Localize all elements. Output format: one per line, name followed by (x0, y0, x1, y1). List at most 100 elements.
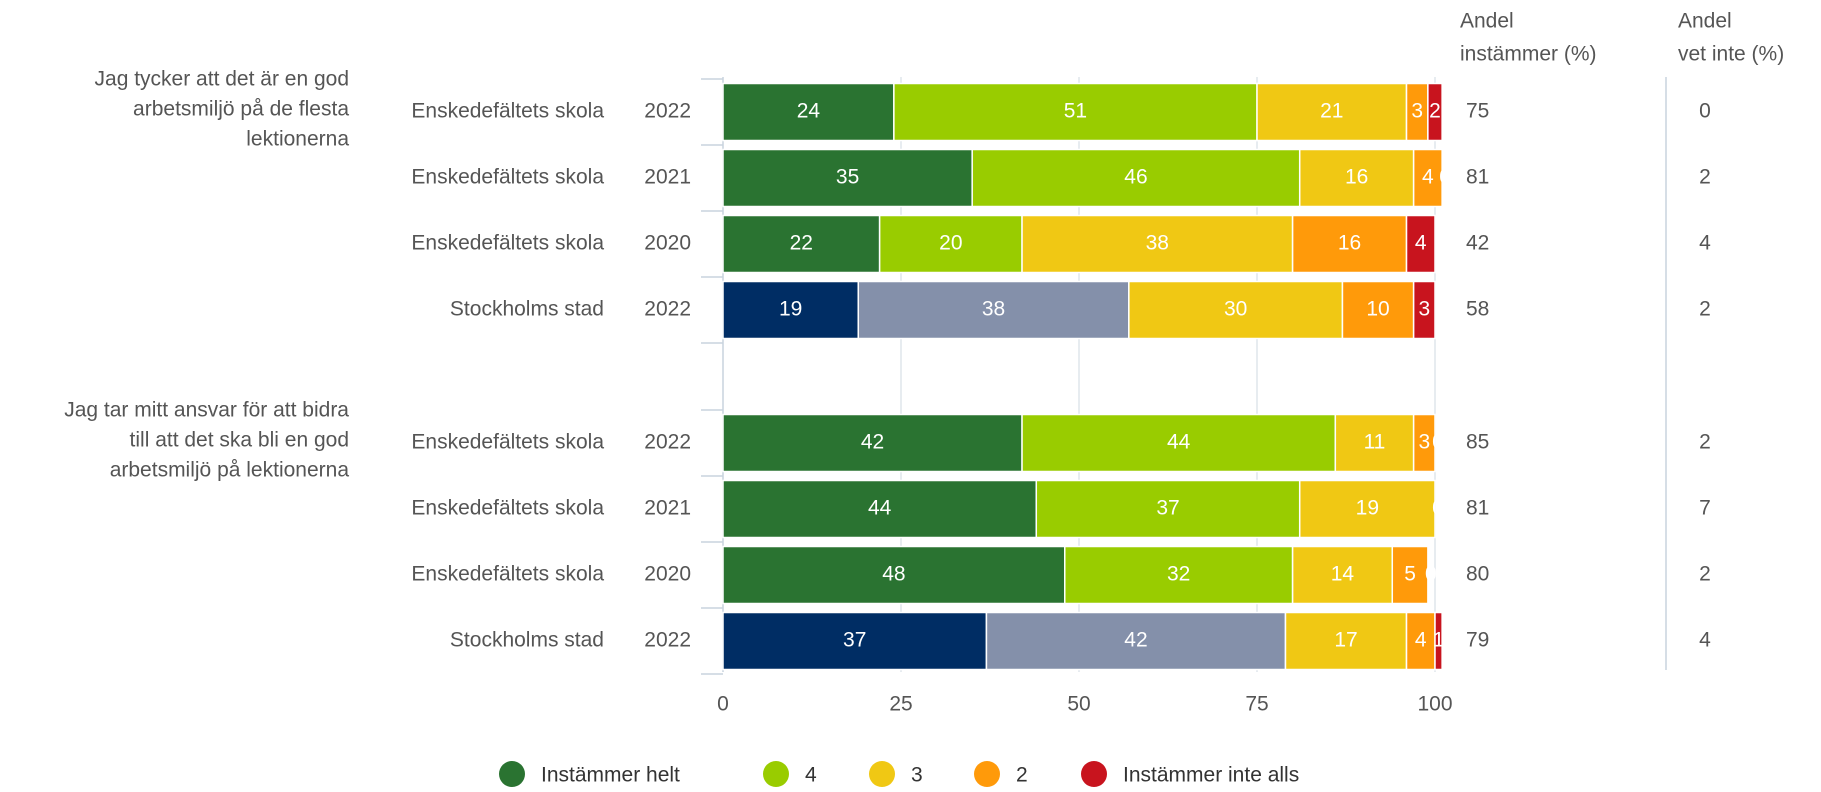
row-year-label: 2020 (644, 232, 691, 255)
row-school-label: Enskedefältets skola (411, 232, 604, 255)
row-year-label: 2021 (644, 166, 691, 189)
bar-segment-g1-r0-s3 (1412, 413, 1436, 473)
share-dont-know-value: 2 (1699, 298, 1711, 321)
bar-value-label: 14 (1331, 563, 1355, 586)
share-agree-value: 75 (1466, 100, 1489, 123)
bar-segment-g0-r3-s1 (857, 280, 1130, 340)
bar-segment-g1-r1-s0 (722, 479, 1038, 539)
question-1-line-2: arbetsmiljö på lektionerna (110, 459, 350, 482)
row-school-label: Stockholms stad (450, 629, 604, 652)
bar-segment-g0-r3-s3 (1341, 280, 1415, 340)
bar-segment-g0-r2-s2 (1021, 214, 1294, 274)
bar-segment-g1-r3-s2 (1284, 611, 1408, 671)
share-agree-value: 79 (1466, 629, 1489, 652)
legend-label-2: 3 (911, 764, 923, 787)
bar-value-label: 4 (1415, 629, 1427, 652)
bar-segment-g0-r2-s4 (1405, 214, 1436, 274)
legend-swatch-2 (869, 761, 895, 787)
header-andel-vet-inte-line2: vet inte (%) (1678, 43, 1784, 66)
bar-segment-g1-r2-s3 (1391, 545, 1429, 605)
bar-segment-g1-r2-s1 (1064, 545, 1294, 605)
bar-value-label: 44 (1167, 431, 1191, 454)
bar-segment-g0-r0-s0 (722, 82, 895, 142)
bar-segment-g0-r2-s3 (1291, 214, 1408, 274)
legend-label-0: Instämmer helt (541, 764, 680, 787)
question-0-line-0: Jag tycker att det är en god (95, 68, 349, 91)
row-school-label: Enskedefältets skola (411, 166, 604, 189)
bar-value-label: 42 (861, 431, 884, 454)
bar-value-label: 24 (797, 100, 821, 123)
row-year-label: 2022 (644, 629, 691, 652)
x-tick-label-4: 100 (1417, 693, 1452, 716)
share-agree-value: 81 (1466, 497, 1489, 520)
bar-value-label: 4 (1422, 166, 1434, 189)
bar-value-label: 0 (1432, 431, 1444, 454)
share-dont-know-value: 2 (1699, 431, 1711, 454)
bar-segment-g0-r2-s1 (878, 214, 1023, 274)
bar-segment-g1-r3-s4 (1434, 611, 1443, 671)
bar-value-label: 3 (1418, 431, 1430, 454)
bar-value-label: 5 (1404, 563, 1416, 586)
legend-label-4: Instämmer inte alls (1123, 764, 1299, 787)
bar-value-label: 38 (1146, 232, 1169, 255)
legend-label-3: 2 (1016, 764, 1028, 787)
x-tick-label-0: 0 (717, 693, 729, 716)
bar-segment-g1-r3-s0 (722, 611, 988, 671)
bar-value-label: 3 (1411, 100, 1423, 123)
question-1-line-0: Jag tar mitt ansvar för att bidra (64, 399, 349, 422)
row-year-label: 2022 (644, 100, 691, 123)
share-dont-know-value: 4 (1699, 629, 1711, 652)
row-year-label: 2022 (644, 431, 691, 454)
legend-swatch-3 (974, 761, 1000, 787)
bar-value-label: 37 (843, 629, 866, 652)
header-andel-vet-inte-line1: Andel (1678, 10, 1732, 33)
bar-value-label: 46 (1124, 166, 1147, 189)
legend-swatch-0 (499, 761, 525, 787)
row-school-label: Enskedefältets skola (411, 563, 604, 586)
bar-segment-g1-r0-s0 (722, 413, 1023, 473)
bar-segment-g0-r2-s0 (722, 214, 881, 274)
bar-value-label: 20 (939, 232, 962, 255)
share-agree-value: 58 (1466, 298, 1489, 321)
bar-value-label: 21 (1320, 100, 1343, 123)
share-dont-know-value: 2 (1699, 563, 1711, 586)
bar-value-label: 51 (1064, 100, 1087, 123)
bar-value-label: 44 (868, 497, 892, 520)
bar-value-label: 0 (1439, 166, 1451, 189)
share-agree-value: 80 (1466, 563, 1489, 586)
bar-value-label: 30 (1224, 298, 1247, 321)
question-0-line-2: lektionerna (246, 128, 349, 151)
share-agree-value: 81 (1466, 166, 1489, 189)
bar-value-label: 35 (836, 166, 859, 189)
bar-value-label: 19 (1356, 497, 1379, 520)
row-year-label: 2020 (644, 563, 691, 586)
bar-segment-g1-r1-s2 (1298, 479, 1436, 539)
bar-segment-g1-r0-s2 (1334, 413, 1415, 473)
question-0-line-1: arbetsmiljö på de flesta (133, 98, 349, 121)
axis-layer: 0 25 50 75 100 (701, 77, 1453, 716)
bar-value-label: 48 (882, 563, 905, 586)
row-school-label: Enskedefältets skola (411, 431, 604, 454)
share-dont-know-value: 7 (1699, 497, 1711, 520)
bar-value-label: 38 (982, 298, 1005, 321)
legend-swatch-1 (763, 761, 789, 787)
bar-value-label: 16 (1345, 166, 1368, 189)
bar-segment-g0-r0-s2 (1256, 82, 1408, 142)
labels-layer: Jag tycker att det är en god arbetsmiljö … (64, 68, 1451, 652)
row-school-label: Enskedefältets skola (411, 100, 604, 123)
x-tick-label-2: 50 (1067, 693, 1090, 716)
share-dont-know-value: 2 (1699, 166, 1711, 189)
bar-value-label: 19 (779, 298, 802, 321)
bar-segment-g0-r0-s4 (1427, 82, 1443, 142)
x-tick-label-1: 25 (889, 693, 912, 716)
share-dont-know-value: 4 (1699, 232, 1711, 255)
bars-layer (722, 82, 1443, 671)
row-year-label: 2022 (644, 298, 691, 321)
bar-segment-g0-r1-s1 (971, 148, 1301, 208)
share-agree-value: 42 (1466, 232, 1489, 255)
row-school-label: Stockholms stad (450, 298, 604, 321)
share-dont-know-value: 0 (1699, 100, 1711, 123)
share-agree-value: 85 (1466, 431, 1489, 454)
bar-segment-g0-r3-s4 (1412, 280, 1436, 340)
bar-segment-g1-r2-s2 (1291, 545, 1394, 605)
